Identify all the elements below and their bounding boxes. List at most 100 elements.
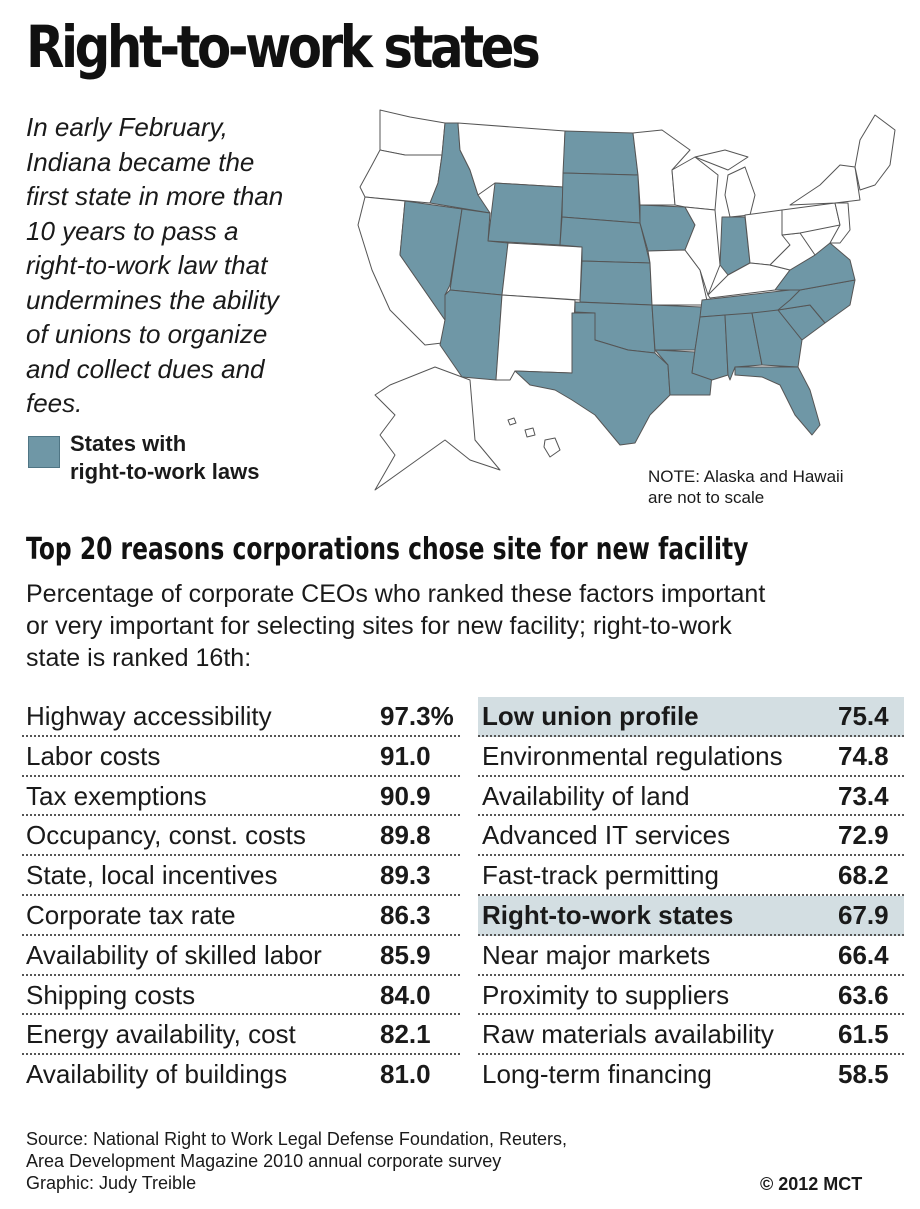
reason-value: 67.9: [838, 899, 889, 930]
reason-label: Advanced IT services: [482, 820, 731, 851]
reason-value: 85.9: [380, 939, 431, 970]
reason-row: Occupancy, const. costs 89.8: [22, 816, 460, 857]
reason-label: Environmental regulations: [482, 740, 783, 771]
intro-line: In early February,: [26, 112, 228, 142]
state-alaska: [374, 366, 501, 491]
state-pennsylvania: [781, 202, 841, 236]
state-illinois: [684, 206, 721, 296]
reason-value: 58.5: [838, 1059, 889, 1090]
reason-row: Environmental regulations 74.8: [478, 737, 904, 777]
reason-row-highlighted: Right-to-work states 67.9: [478, 895, 904, 936]
section-subtitle: Percentage of corporate CEOs who ranked …: [26, 578, 916, 674]
us-map: [357, 109, 896, 491]
reason-value: 82.1: [380, 1019, 431, 1050]
intro-line: of unions to organize: [26, 319, 268, 349]
reason-row: Corporate tax rate 86.3: [22, 896, 460, 936]
source-note: Source: National Right to Work Legal Def…: [26, 1128, 726, 1194]
reason-value: 75.4: [838, 701, 889, 731]
reason-value: 90.9: [380, 780, 431, 811]
page-title: Right-to-work states: [26, 13, 541, 81]
state-hawaii: [507, 417, 561, 458]
reason-label: Low union profile: [482, 701, 699, 731]
reason-row: Availability of buildings 81.0: [22, 1055, 460, 1095]
subtitle-line: state is ranked 16th:: [26, 644, 252, 672]
state-virginia: [774, 242, 856, 291]
reason-value: 72.9: [838, 820, 889, 851]
legend-swatch: [28, 436, 60, 468]
reason-label: Shipping costs: [26, 979, 196, 1010]
reason-label: Availability of land: [482, 780, 690, 811]
intro-line: fees.: [26, 388, 83, 418]
reason-row: State, local incentives 89.3: [22, 856, 460, 896]
reason-value: 89.3: [380, 860, 431, 891]
state-new-york: [789, 164, 861, 206]
reason-value: 74.8: [838, 740, 889, 771]
reasons-list-right: Low union profile 75.4 Environmental regu…: [478, 697, 904, 1095]
reason-label: Availability of skilled labor: [26, 939, 322, 970]
reason-label: Availability of buildings: [26, 1059, 288, 1090]
state-new-mexico: [495, 294, 576, 381]
reason-label: Energy availability, cost: [26, 1019, 296, 1050]
map-note-line: are not to scale: [648, 488, 765, 507]
reason-label: Highway accessibility: [26, 701, 272, 731]
intro-line: undermines the ability: [26, 284, 279, 315]
legend-label: States with right-to-work laws: [70, 430, 370, 486]
state-south-dakota: [561, 172, 641, 224]
state-texas: [514, 312, 671, 446]
state-oregon: [359, 149, 443, 204]
reason-label: Proximity to suppliers: [482, 979, 730, 1010]
reason-value: 61.5: [838, 1019, 889, 1050]
reason-value: 66.4: [838, 939, 889, 970]
reason-value: 91.0: [380, 740, 431, 771]
section-title: Top 20 reasons corporations chose site f…: [26, 532, 749, 567]
intro-line: right-to-work law that: [26, 250, 268, 280]
reason-row: Availability of skilled labor 85.9: [22, 936, 460, 976]
reason-row: Long-term financing 58.5: [478, 1055, 904, 1095]
state-wisconsin: [671, 156, 719, 211]
map-note-line: NOTE: Alaska and Hawaii: [648, 467, 844, 486]
intro-text: In early February, Indiana became the fi…: [26, 110, 356, 421]
reason-value: 73.4: [838, 780, 889, 811]
reason-row: Advanced IT services 72.9: [478, 816, 904, 857]
reason-label: Tax exemptions: [26, 780, 207, 811]
reason-label: Long-term financing: [482, 1059, 712, 1090]
subtitle-line: Percentage of corporate CEOs who ranked …: [26, 580, 766, 608]
reason-row: Tax exemptions 90.9: [22, 777, 460, 817]
reason-row-highlighted: Low union profile 75.4: [478, 697, 904, 737]
reason-value: 81.0: [380, 1059, 431, 1090]
reason-label: State, local incentives: [26, 860, 278, 891]
legend-label-line: right-to-work laws: [70, 459, 260, 484]
state-washington: [379, 109, 446, 156]
intro-line: first state in more than: [26, 181, 284, 211]
state-colorado: [501, 242, 583, 301]
state-north-dakota: [562, 130, 639, 176]
state-wyoming: [487, 182, 564, 246]
reason-row: Energy availability, cost 82.1: [22, 1015, 460, 1056]
map-note: NOTE: Alaska and Hawaii are not to scale: [648, 466, 908, 508]
reason-value: 97.3%: [380, 701, 454, 731]
reason-row: Highway accessibility 97.3%: [22, 697, 460, 737]
reason-value: 68.2: [838, 860, 889, 891]
state-kansas: [579, 260, 653, 306]
source-line: Area Development Magazine 2010 annual co…: [26, 1151, 502, 1171]
reason-row: Labor costs 91.0: [22, 737, 460, 777]
state-north-carolina: [777, 279, 856, 324]
reason-label: Occupancy, const. costs: [26, 820, 306, 851]
reason-row: Shipping costs 84.0: [22, 976, 460, 1016]
source-line: Source: National Right to Work Legal Def…: [26, 1129, 567, 1149]
reason-label: Right-to-work states: [482, 899, 734, 930]
state-florida: [734, 366, 821, 436]
graphic-credit: Graphic: Judy Treible: [26, 1173, 197, 1193]
legend-label-line: States with: [70, 431, 187, 456]
reason-row: Raw materials availability 61.5: [478, 1015, 904, 1056]
intro-line: 10 years to pass a: [26, 215, 239, 246]
reason-label: Fast-track permitting: [482, 860, 719, 891]
reason-label: Corporate tax rate: [26, 899, 236, 930]
state-arizona: [439, 289, 503, 381]
reasons-list-left: Highway accessibility 97.3% Labor costs 91…: [22, 697, 460, 1095]
reason-value: 63.6: [838, 979, 889, 1010]
reason-row: Fast-track permitting 68.2: [478, 856, 904, 896]
state-iowa: [639, 204, 696, 252]
subtitle-line: or very important for selecting sites fo…: [26, 612, 732, 640]
reason-row: Proximity to suppliers 63.6: [478, 976, 904, 1016]
